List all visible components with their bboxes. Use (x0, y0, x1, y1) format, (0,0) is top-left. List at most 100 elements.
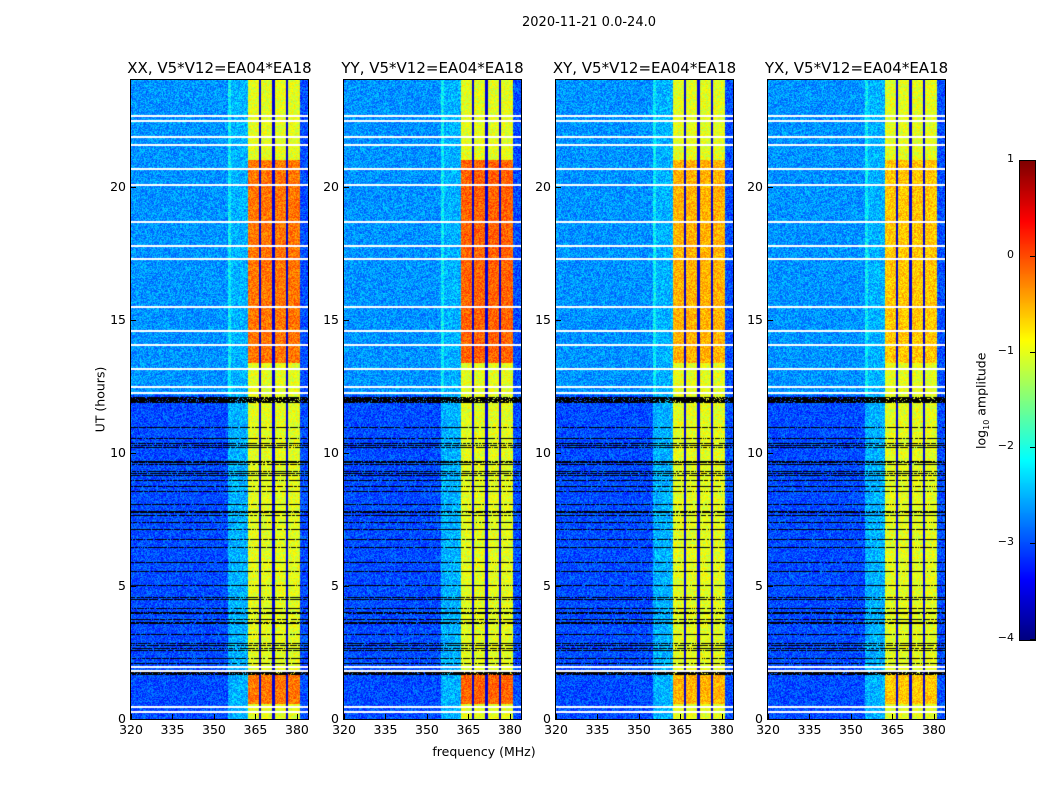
x-tick-label: 335 (160, 722, 185, 737)
y-tick-label: 5 (543, 577, 551, 593)
x-tick-label: 350 (627, 722, 651, 737)
x-tick (892, 714, 894, 719)
panel-title: XY, V5*V12=EA04*EA18 (552, 59, 737, 77)
y-tick-label: 10 (323, 444, 339, 460)
x-tick-label: 320 (119, 722, 143, 737)
y-tick (556, 452, 561, 454)
colorbar-tick-label: −4 (997, 631, 1014, 644)
colorbar-gradient (1020, 161, 1035, 640)
panel-title: XX, V5*V12=EA04*EA18 (127, 59, 312, 77)
x-tick (296, 714, 298, 719)
x-tick (426, 714, 428, 719)
x-tick (809, 714, 811, 719)
colorbar-tick-label: −2 (997, 439, 1014, 453)
x-tick-label: 335 (797, 722, 822, 737)
y-axis-label: UT (hours) (92, 366, 108, 433)
y-tick (131, 186, 136, 188)
y-tick (131, 319, 136, 321)
y-tick (556, 319, 561, 321)
colorbar (1019, 160, 1036, 641)
x-tick-label: 380 (498, 722, 522, 737)
x-tick (509, 714, 511, 719)
x-tick (933, 714, 935, 719)
y-tick (556, 719, 561, 720)
spectrogram-panel (767, 79, 946, 720)
y-tick-label: 20 (747, 178, 763, 194)
y-tick (768, 719, 773, 720)
y-tick-label: 15 (323, 311, 339, 327)
y-tick (768, 452, 773, 454)
x-tick-label: 365 (243, 722, 268, 737)
colorbar-tick-label: −3 (997, 535, 1014, 549)
x-tick-label: 380 (922, 722, 946, 737)
x-tick (556, 714, 557, 719)
colorbar-tick (1030, 543, 1035, 545)
y-tick (131, 452, 136, 454)
colorbar-tick (1030, 160, 1035, 161)
y-tick (768, 186, 773, 188)
y-tick (768, 585, 773, 587)
x-tick (172, 714, 174, 719)
x-tick (680, 714, 682, 719)
x-tick-label: 350 (415, 722, 439, 737)
colorbar-tick-label: 0 (1007, 247, 1014, 261)
spectrogram-panel (555, 79, 734, 720)
figure-title: 2020-11-21 0.0-24.0 (522, 15, 656, 30)
y-tick-label: 20 (535, 178, 551, 194)
y-tick (131, 719, 136, 720)
colorbar-tick-label: −1 (997, 343, 1014, 357)
heatmap-image (768, 80, 945, 719)
x-tick-label: 350 (839, 722, 863, 737)
y-tick-label: 15 (535, 311, 551, 327)
y-tick (344, 452, 349, 454)
y-tick (344, 719, 349, 720)
x-tick (131, 714, 132, 719)
colorbar-tick (1030, 639, 1035, 640)
y-tick-label: 15 (110, 311, 126, 327)
heatmap-image (344, 80, 521, 719)
y-tick (556, 585, 561, 587)
heatmap-image (556, 80, 733, 719)
y-tick (131, 585, 136, 587)
y-tick-label: 0 (543, 711, 551, 726)
x-tick-label: 365 (456, 722, 481, 737)
x-axis-label: frequency (MHz) (432, 744, 536, 759)
y-tick-label: 20 (110, 178, 126, 194)
y-tick-label: 20 (323, 178, 339, 194)
x-tick-label: 365 (668, 722, 693, 737)
x-tick (597, 714, 599, 719)
x-tick (385, 714, 387, 719)
y-tick-label: 5 (755, 577, 763, 593)
x-tick-label: 350 (202, 722, 226, 737)
y-tick-label: 10 (535, 444, 551, 460)
x-tick (768, 714, 769, 719)
x-tick-label: 380 (285, 722, 309, 737)
x-tick-label: 380 (710, 722, 734, 737)
panel-title: YY, V5*V12=EA04*EA18 (341, 59, 524, 77)
y-tick-label: 5 (118, 577, 126, 593)
y-tick-label: 10 (110, 444, 126, 460)
y-tick (344, 585, 349, 587)
y-tick-label: 0 (331, 711, 339, 726)
y-tick (344, 319, 349, 321)
y-tick (344, 186, 349, 188)
spectrogram-panel (343, 79, 522, 720)
x-tick (468, 714, 470, 719)
x-tick (255, 714, 257, 719)
colorbar-tick (1030, 447, 1035, 449)
x-tick-label: 335 (585, 722, 610, 737)
colorbar-tick (1030, 351, 1035, 353)
y-tick-label: 10 (747, 444, 763, 460)
x-tick (721, 714, 723, 719)
x-tick (638, 714, 640, 719)
spectrogram-panel (130, 79, 309, 720)
colorbar-tick (1030, 255, 1035, 257)
y-tick (556, 186, 561, 188)
x-tick (213, 714, 215, 719)
y-tick-label: 0 (118, 711, 126, 726)
heatmap-image (131, 80, 308, 719)
x-tick-label: 320 (544, 722, 568, 737)
y-tick-label: 0 (755, 711, 763, 726)
x-tick-label: 335 (373, 722, 398, 737)
colorbar-tick-label: 1 (1007, 152, 1014, 165)
